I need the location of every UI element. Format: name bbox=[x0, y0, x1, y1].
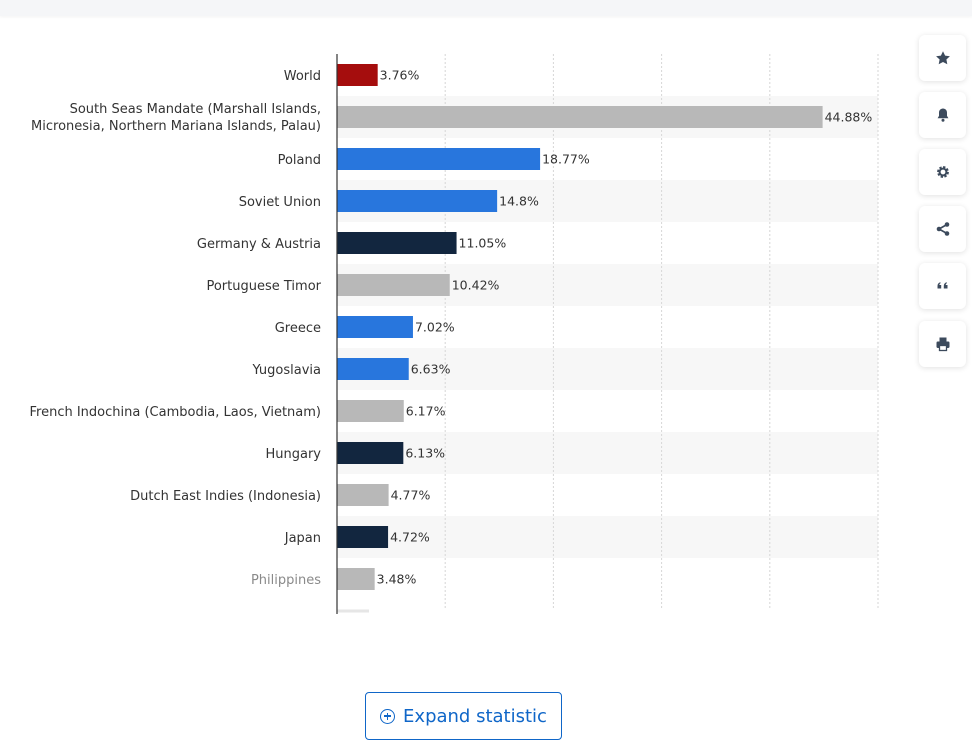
category-label: Portuguese Timor bbox=[206, 278, 321, 294]
share-button[interactable] bbox=[919, 206, 966, 252]
category-label: Yugoslavia bbox=[252, 362, 321, 378]
favorite-button[interactable] bbox=[919, 35, 966, 81]
category-label: South Seas Mandate (Marshall Islands, Mi… bbox=[31, 102, 321, 134]
category-label: Hungary bbox=[265, 446, 321, 462]
row-stripe bbox=[337, 432, 878, 474]
category-label: Japan bbox=[284, 530, 321, 546]
value-label: 44.88% bbox=[825, 110, 873, 125]
bar bbox=[337, 148, 541, 170]
settings-button[interactable] bbox=[919, 149, 966, 195]
value-label: 6.63% bbox=[411, 362, 451, 377]
value-label: 14.8% bbox=[499, 194, 539, 209]
value-label: 3.76% bbox=[380, 68, 420, 83]
bar bbox=[337, 64, 378, 86]
row-stripe bbox=[337, 348, 878, 390]
bar bbox=[337, 484, 389, 506]
category-label: Philippines bbox=[250, 572, 321, 588]
value-label: 4.72% bbox=[390, 530, 430, 545]
gear-icon bbox=[936, 166, 949, 178]
quote-icon bbox=[937, 282, 947, 289]
bar bbox=[337, 526, 389, 548]
bar bbox=[337, 106, 823, 128]
bar bbox=[337, 316, 413, 338]
category-label: Germany & Austria bbox=[196, 236, 321, 252]
notification-button[interactable] bbox=[919, 92, 966, 138]
top-band bbox=[0, 0, 972, 16]
bar bbox=[337, 568, 375, 590]
bar bbox=[337, 274, 450, 296]
category-label: Dutch East Indies (Indonesia) bbox=[130, 488, 321, 504]
plus-circle-icon bbox=[380, 708, 396, 724]
expand-statistic-button[interactable]: Expand statistic bbox=[365, 692, 562, 740]
bell-icon bbox=[937, 108, 948, 122]
print-button[interactable] bbox=[919, 321, 966, 367]
category-label: Greece bbox=[274, 320, 321, 336]
expand-statistic-label: Expand statistic bbox=[403, 705, 547, 727]
value-label: 3.48% bbox=[377, 572, 417, 587]
share-icon bbox=[936, 222, 949, 236]
category-label: Soviet Union bbox=[238, 194, 321, 210]
bar bbox=[337, 232, 457, 254]
value-label: 4.77% bbox=[391, 488, 431, 503]
bar bbox=[337, 358, 409, 380]
bar bbox=[337, 442, 404, 464]
star-icon bbox=[935, 51, 950, 65]
value-label: 6.13% bbox=[405, 446, 445, 461]
category-label: French Indochina (Cambodia, Laos, Vietna… bbox=[29, 404, 322, 420]
value-label: 18.77% bbox=[542, 152, 590, 167]
value-label: 10.42% bbox=[452, 278, 500, 293]
bar bbox=[337, 190, 498, 212]
value-label: 6.17% bbox=[406, 404, 446, 419]
value-label: 11.05% bbox=[459, 236, 507, 251]
bar bbox=[337, 400, 404, 422]
print-icon bbox=[936, 337, 949, 352]
value-label: 7.02% bbox=[415, 320, 455, 335]
bar-stub bbox=[337, 609, 369, 613]
row-stripe bbox=[337, 516, 878, 558]
category-label: World bbox=[283, 68, 321, 84]
category-label: Poland bbox=[277, 152, 321, 168]
cite-button[interactable] bbox=[919, 263, 966, 309]
